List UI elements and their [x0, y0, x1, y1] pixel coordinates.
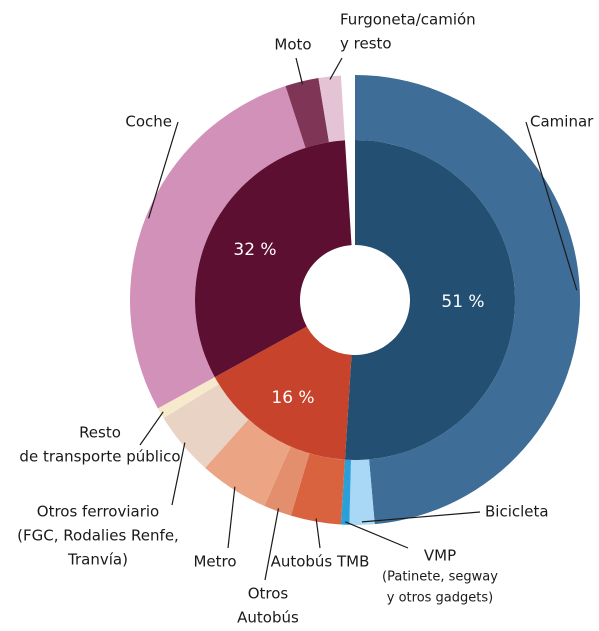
- inner-label: 32 %: [233, 240, 276, 260]
- outer-segment: [264, 446, 310, 516]
- category-label: Otros: [248, 585, 289, 603]
- category-label: Tranvía): [67, 551, 128, 569]
- inner-segment: [344, 140, 516, 461]
- outer-segment: [157, 377, 219, 419]
- outer-segment: [318, 75, 345, 143]
- leader-line: [227, 486, 236, 549]
- outer-segment: [285, 77, 329, 148]
- leader-line: [139, 411, 164, 446]
- category-label: Caminar: [530, 113, 594, 131]
- inner-label: 16 %: [271, 388, 314, 408]
- category-label: y resto: [340, 35, 392, 53]
- leader-line: [148, 121, 179, 219]
- outer-segment: [163, 384, 249, 468]
- outer-segment: [290, 453, 345, 525]
- category-label: Otros ferroviario: [37, 503, 159, 521]
- category-label: Metro: [193, 553, 236, 571]
- outer-segment: [205, 419, 291, 506]
- outer-segment: [349, 459, 375, 525]
- category-label: Resto: [79, 424, 121, 442]
- inner-label: 51 %: [441, 292, 484, 312]
- outer-segment: [340, 459, 351, 525]
- category-label: Moto: [274, 36, 311, 54]
- leader-line: [171, 442, 186, 506]
- leader-line: [345, 521, 409, 549]
- leader-line: [525, 121, 578, 291]
- category-label: VMP: [424, 547, 456, 565]
- category-label: Coche: [125, 113, 172, 131]
- category-label: y otros gadgets): [387, 591, 493, 606]
- inner-segment: [214, 326, 352, 460]
- category-label: Autobús: [237, 609, 299, 627]
- category-label: (FGC, Rodalies Renfe,: [17, 527, 179, 545]
- outer-segment: [130, 86, 306, 409]
- leader-line: [329, 57, 343, 80]
- category-label: Furgoneta/camión: [340, 11, 476, 29]
- leader-line: [295, 57, 304, 85]
- leader-line: [264, 508, 280, 581]
- category-label: de transporte público: [19, 448, 180, 466]
- category-label: (Patinete, segway: [382, 570, 498, 585]
- category-label: Autobús TMB: [271, 553, 370, 571]
- leader-line: [315, 518, 321, 549]
- outer-segment: [355, 75, 581, 525]
- inner-segment: [194, 140, 352, 378]
- leader-line: [361, 511, 481, 523]
- category-label: Bicicleta: [485, 503, 549, 521]
